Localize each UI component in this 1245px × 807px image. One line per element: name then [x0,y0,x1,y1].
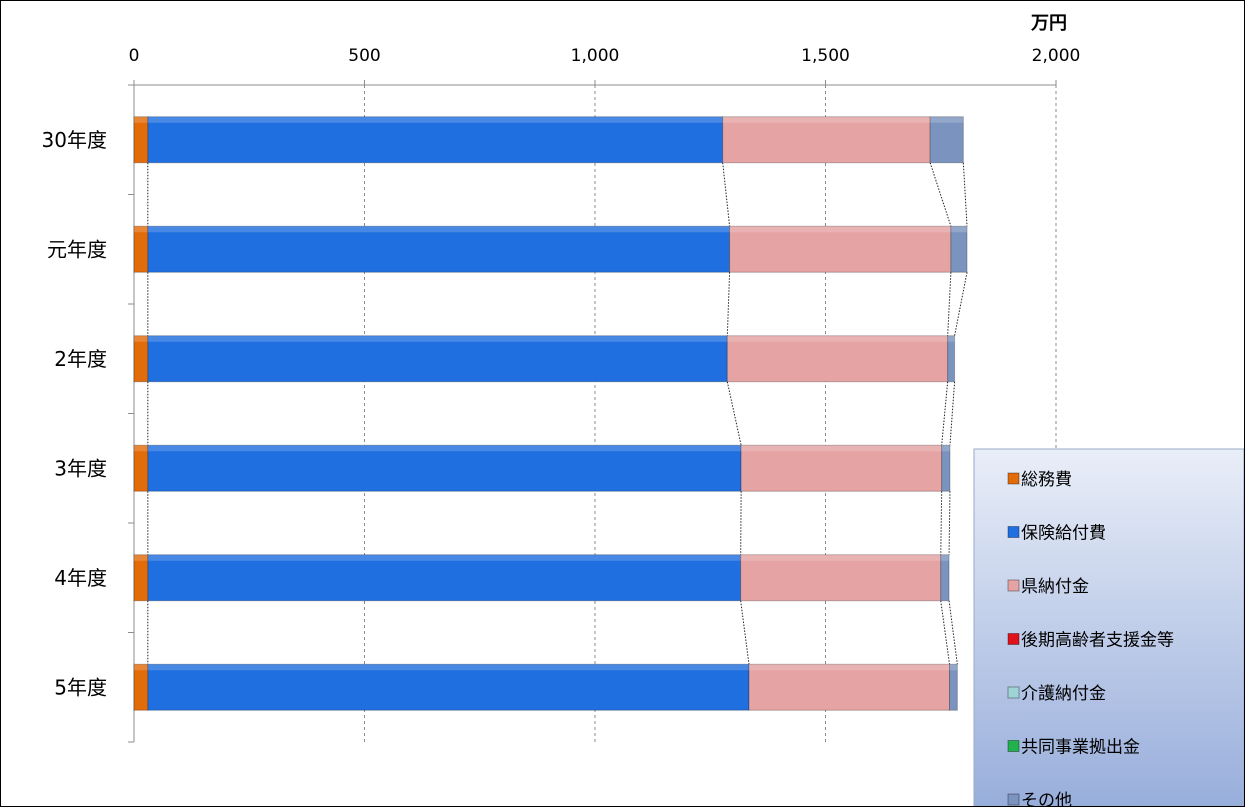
series-line [740,600,750,665]
axes [128,80,1057,743]
bars [133,116,968,711]
bar-segment [133,663,149,711]
bar-highlight [134,335,148,342]
bar-segment [950,225,968,273]
bar-highlight [748,664,950,671]
bar-highlight [941,445,950,452]
bar-highlight [947,335,955,342]
bar-highlight [727,335,948,342]
legend-item: 介護納付金 [1021,684,1106,704]
series-line [941,381,949,446]
bar-highlight [147,116,723,123]
category-label: 元年度 [47,237,107,261]
unit-label: 万円 [1030,13,1067,34]
legend-swatch [1007,686,1020,699]
legend-swatch [1007,793,1020,806]
bar-segment [133,335,149,383]
x-tick-label: 1,000 [571,46,620,66]
bar-segment [133,444,149,492]
bar-highlight [134,664,148,671]
legend-item: 後期高齢者支援金等 [1021,631,1174,651]
bar-segment [147,225,731,273]
series-line [940,491,943,555]
bar-highlight [134,554,148,561]
legend-swatch [1007,526,1020,538]
category-label: 5年度 [54,675,107,699]
bar-segment [147,335,728,383]
bar-segment [726,335,949,383]
bar-highlight [147,664,749,671]
legend-swatch [1007,579,1020,592]
bar-highlight [740,554,941,561]
bar-highlight [741,445,942,452]
bar-highlight [147,335,728,342]
grid-lines [364,85,1057,742]
bar-highlight [147,226,730,233]
legend-swatch [1007,740,1020,752]
bar-segment [740,554,942,602]
bar-segment [147,663,750,711]
series-line [722,162,731,227]
bar-highlight [147,554,741,561]
bar-highlight [722,116,931,123]
series-line [948,491,951,555]
bar-highlight [940,554,950,561]
bar-segment [133,225,149,273]
bar-segment [147,444,742,492]
bar-segment [729,225,952,273]
bar-highlight [147,445,742,452]
bar-highlight [134,116,148,123]
series-line [940,600,951,665]
bar-segment [748,663,951,711]
bar-segment [740,444,943,492]
bar-highlight [134,445,148,452]
bar-segment [947,335,956,383]
category-label: 30年度 [42,128,107,152]
category-label: 4年度 [54,566,107,590]
x-tick-label: 2,000 [1032,46,1081,66]
bar-highlight [950,226,968,233]
bar-segment [147,116,724,164]
category-label: 2年度 [54,347,107,371]
series-line [948,600,958,665]
series-line [949,381,956,446]
legend-swatch [1007,633,1020,645]
bar-segment [940,554,950,602]
series-line [954,272,968,336]
x-tick-label: 0 [129,46,140,66]
x-tick-label: 500 [348,46,380,66]
bar-segment [147,554,742,602]
bar-highlight [729,226,951,233]
bar-segment [929,116,964,164]
x-tick-label: 1,500 [801,46,850,66]
series-line [947,272,952,336]
category-label: 3年度 [54,456,107,480]
bar-highlight [134,226,148,233]
series-connector-lines [147,162,968,665]
legend-swatch [1007,472,1020,485]
series-line [726,381,742,446]
series-line [962,162,968,227]
bar-segment [722,116,931,164]
legend-item: 総務費 [1021,470,1072,490]
bar-segment [133,116,149,164]
legend-item: 共同事業拠出金 [1021,738,1140,758]
series-line [726,272,731,336]
bar-segment [133,554,149,602]
bar-segment [949,663,958,711]
bar-highlight [930,116,964,123]
legend-item: 保険給付費 [1021,524,1106,544]
bar-highlight [949,664,958,671]
bar-segment [941,444,951,492]
legend-item: その他 [1021,791,1072,806]
legend-item: 県納付金 [1021,577,1089,597]
series-line [929,162,952,227]
